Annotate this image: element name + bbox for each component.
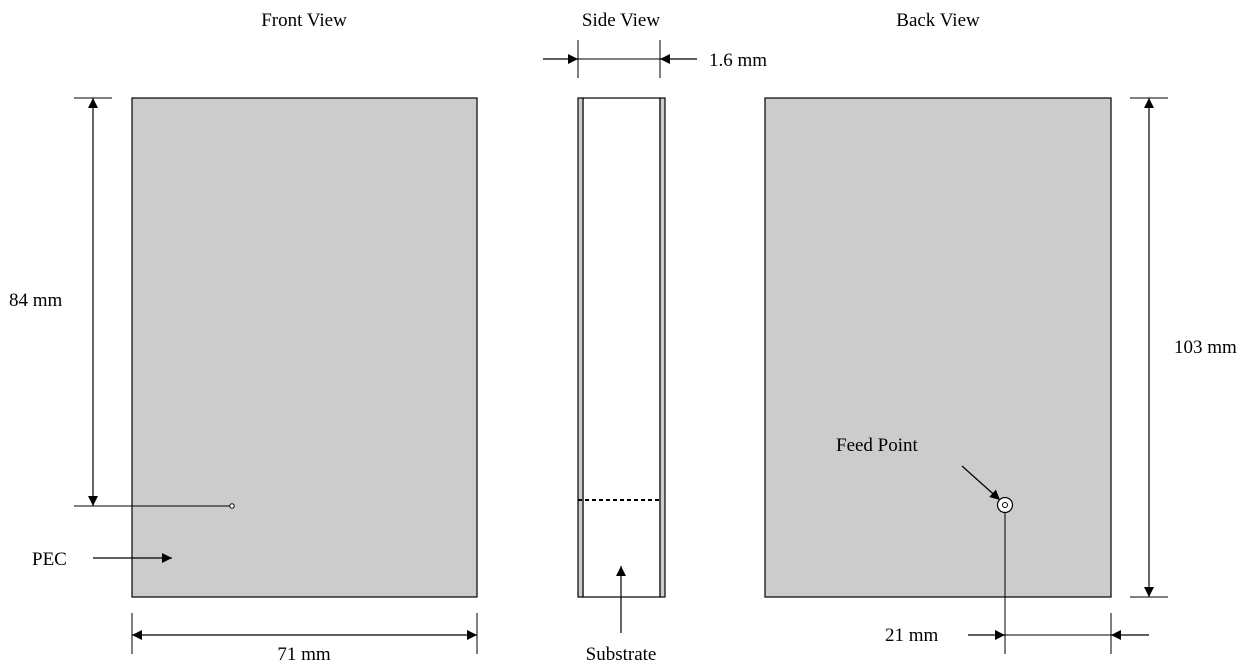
back-plate xyxy=(764,97,1112,598)
thickness-label: 1.6 mm xyxy=(709,50,767,71)
feed-offset-label: 21 mm xyxy=(885,625,939,646)
side-view-title: Side View xyxy=(582,10,660,31)
feed-point-arrow xyxy=(961,465,1001,501)
front-feed-dot xyxy=(229,503,235,509)
side-pec-left xyxy=(577,97,584,598)
side-pec-right xyxy=(659,97,666,598)
substrate-label: Substrate xyxy=(586,644,657,665)
front-plate xyxy=(131,97,478,598)
width-label: 71 mm xyxy=(277,644,331,665)
feed-height-label: 84 mm xyxy=(9,290,63,311)
feed-point-inner-dot xyxy=(1002,502,1008,508)
back-view-title: Back View xyxy=(896,10,980,31)
side-substrate xyxy=(582,97,661,598)
total-height-label: 103 mm xyxy=(1174,337,1237,358)
front-view-title: Front View xyxy=(261,10,347,31)
feed-point-label: Feed Point xyxy=(836,435,919,456)
pec-label: PEC xyxy=(32,549,67,570)
